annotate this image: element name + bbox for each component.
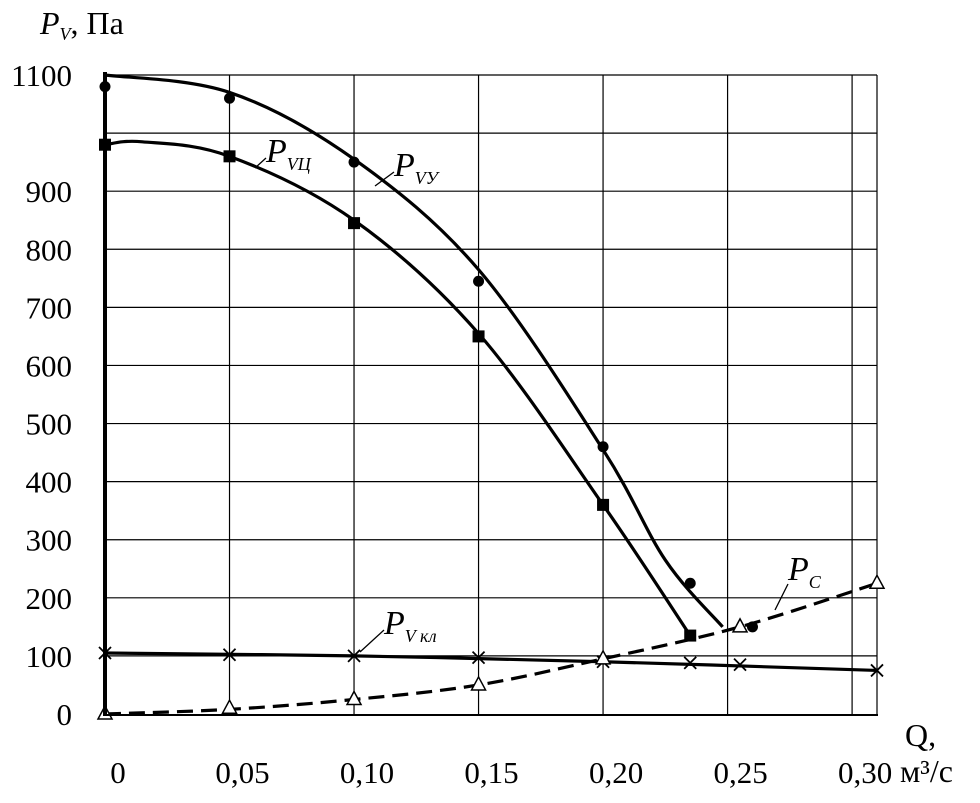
label-p-vkl: PV кл	[359, 605, 437, 653]
y-tick-label: 700	[26, 290, 73, 325]
label-p-vu-sub: VУ	[415, 168, 440, 188]
y-tick-label: 400	[26, 465, 73, 500]
tick-labels: 0 0,05 0,10 0,15 0,20 0,25 0,30 0 100 200 300 400 50…	[11, 58, 892, 790]
data-point-p-vkl	[683, 656, 697, 670]
label-p-vkl-main: P	[383, 605, 405, 642]
y-tick-label: 500	[26, 407, 73, 442]
label-p-c-sub: C	[809, 572, 822, 592]
y-tick-label: 600	[26, 348, 73, 383]
svg-text:PV кл: PV кл	[383, 605, 437, 646]
x-tick-label: 0,30	[838, 755, 892, 790]
data-point-p-c	[594, 649, 612, 665]
data-point-p-vkl	[222, 648, 237, 662]
data-point-p-vkl	[347, 649, 361, 663]
markers	[96, 81, 886, 720]
data-point-p-vkl	[733, 657, 747, 672]
data-point-p-vkl	[471, 651, 486, 665]
data-point-p-vu	[746, 621, 758, 633]
label-p-vu: PVУ	[374, 147, 440, 188]
series-line-p-vc	[104, 139, 692, 637]
y-axis-unit: , Па	[71, 5, 124, 41]
data-point-p-vu	[348, 156, 360, 168]
y-axis-title: PV, Па	[39, 5, 124, 44]
data-point-p-vu	[597, 441, 609, 453]
data-point-p-vc	[472, 330, 485, 343]
y-tick-label: 100	[26, 639, 73, 674]
x-tick-label: 0,25	[713, 755, 767, 790]
y-tick-label: 1100	[11, 58, 72, 93]
y-tick-label: 200	[26, 581, 73, 616]
data-point-p-vu	[684, 577, 696, 589]
label-p-vc-main: P	[265, 133, 287, 170]
label-p-vc: PVЦ	[254, 133, 312, 174]
data-point-p-c	[221, 698, 238, 714]
label-p-c-main: P	[787, 551, 809, 588]
data-point-p-vc	[348, 217, 361, 230]
data-point-p-c	[731, 617, 749, 633]
label-p-vu-main: P	[393, 147, 415, 184]
y-tick-label: 800	[26, 232, 73, 267]
y-axis-symbol: P	[39, 5, 60, 41]
y-tick-label: 300	[26, 523, 73, 558]
grid	[105, 74, 878, 714]
data-point-p-c	[345, 689, 363, 706]
label-p-c: PC	[774, 551, 822, 611]
svg-text:PVЦ: PVЦ	[265, 133, 312, 174]
x-tick-label: 0,20	[589, 755, 643, 790]
x-axis-title-line2: м³/с	[900, 753, 953, 789]
data-point-p-c	[470, 675, 487, 691]
series-line-p-c	[104, 581, 878, 716]
x-tick-label: 0,10	[340, 755, 394, 790]
x-tick-label: 0,15	[464, 755, 518, 790]
data-point-p-vu	[224, 92, 236, 104]
series-line-p-vu	[104, 73, 724, 628]
label-p-vc-sub: VЦ	[287, 154, 312, 174]
svg-text:PC: PC	[787, 551, 822, 592]
data-point-p-vc	[223, 150, 236, 163]
data-point-p-vkl	[870, 663, 884, 678]
data-point-p-vc	[684, 629, 697, 642]
data-point-p-c	[868, 573, 886, 590]
data-point-p-vu	[473, 275, 485, 287]
y-tick-label: 900	[26, 174, 73, 209]
x-axis-title-line1: Q,	[905, 717, 936, 753]
y-tick-label: 0	[57, 697, 73, 732]
label-p-vkl-sub: V кл	[405, 626, 437, 646]
svg-text:PVУ: PVУ	[393, 147, 440, 188]
data-point-p-vc	[597, 498, 610, 511]
x-tick-label: 0,05	[215, 755, 269, 790]
series-line-p-vkl	[104, 651, 878, 673]
x-tick-label: 0	[110, 755, 126, 790]
curves	[104, 73, 878, 716]
y-axis-symbol-sub: V	[60, 24, 73, 44]
